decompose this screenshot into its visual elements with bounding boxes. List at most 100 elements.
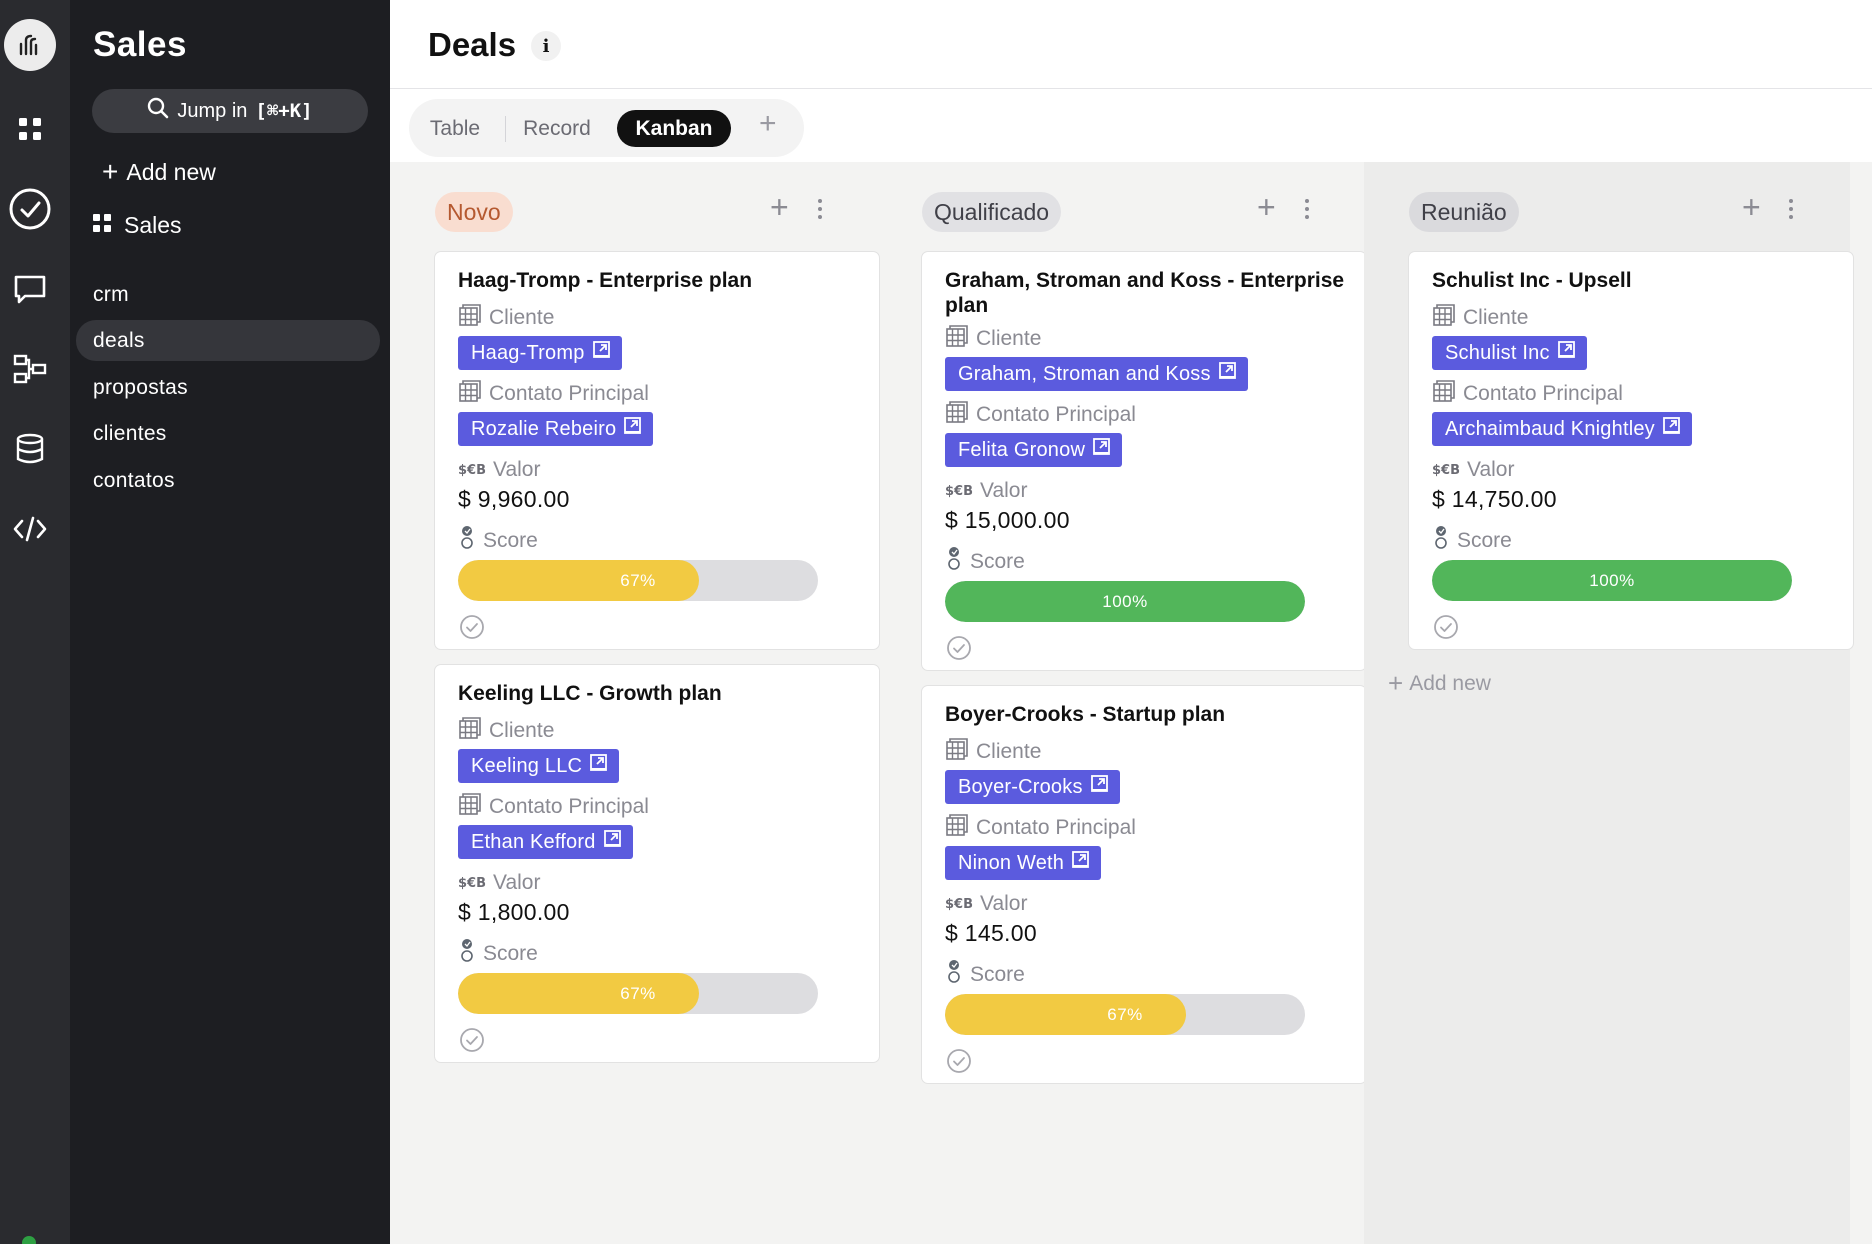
column-header: Novo + bbox=[390, 189, 876, 232]
add-new-button[interactable]: + Add new bbox=[102, 158, 216, 186]
add-card-button[interactable]: + bbox=[1742, 189, 1761, 225]
contato-link-tag[interactable]: Ninon Weth bbox=[945, 846, 1102, 880]
external-link-icon bbox=[592, 336, 612, 370]
cliente-label-text: Cliente bbox=[976, 327, 1042, 350]
column-status-pill: Reunião bbox=[1409, 192, 1519, 232]
tab-kanban[interactable]: Kanban bbox=[617, 110, 731, 147]
mark-done-check-icon[interactable] bbox=[946, 635, 972, 661]
add-view-button[interactable]: + bbox=[759, 107, 777, 140]
valor-amount: $ 9,960.00 bbox=[458, 486, 570, 512]
cliente-label-text: Cliente bbox=[1463, 306, 1529, 329]
score-label-text: Score bbox=[483, 942, 538, 965]
score-percent: 67% bbox=[620, 983, 656, 1003]
logo-icon[interactable] bbox=[4, 19, 56, 71]
add-card-button[interactable]: + bbox=[770, 189, 789, 225]
valor-label-text: Valor bbox=[493, 458, 541, 481]
kanban-board: Novo + Haag-Tromp - Enterprise plan Cliente… bbox=[390, 162, 1872, 1244]
sidebar-item-crm[interactable]: crm bbox=[93, 282, 129, 306]
jump-label: Jump in bbox=[177, 99, 248, 122]
workflow-icon[interactable] bbox=[6, 345, 54, 393]
sidebar: Sales Jump in [⌘+K] + Add new Sales crm … bbox=[70, 0, 390, 1244]
contato-name: Ethan Kefford bbox=[471, 831, 596, 853]
cliente-link-tag[interactable]: Keeling LLC bbox=[458, 749, 620, 783]
external-link-icon bbox=[589, 749, 609, 783]
contato-link-tag[interactable]: Felita Gronow bbox=[945, 433, 1123, 467]
mark-done-check-icon[interactable] bbox=[459, 1027, 485, 1053]
cliente-link-tag[interactable]: Haag-Tromp bbox=[458, 336, 622, 370]
add-card-button[interactable]: + bbox=[1257, 189, 1276, 225]
score-progress-bar: 100% bbox=[945, 581, 1305, 622]
contato-link-tag[interactable]: Rozalie Rebeiro bbox=[458, 412, 654, 446]
cliente-label: Cliente bbox=[1432, 304, 1528, 332]
mark-done-check-icon[interactable] bbox=[459, 614, 485, 640]
valor-amount: $ 14,750.00 bbox=[1432, 486, 1557, 512]
deal-card[interactable]: Haag-Tromp - Enterprise plan Cliente Haag-… bbox=[434, 251, 880, 650]
cliente-link-tag[interactable]: Boyer-Crooks bbox=[945, 770, 1120, 804]
card-title: Graham, Stroman and Koss - Enterprise pl… bbox=[945, 269, 1345, 317]
score-percent: 67% bbox=[620, 570, 656, 590]
sidebar-item-deals[interactable]: deals bbox=[76, 320, 380, 361]
contato-label-text: Contato Principal bbox=[489, 382, 649, 405]
apps-grid-icon[interactable] bbox=[6, 105, 54, 153]
sidebar-group-sales[interactable]: Sales bbox=[92, 212, 182, 239]
sidebar-item-clientes[interactable]: clientes bbox=[93, 421, 167, 445]
cliente-label: Cliente bbox=[945, 325, 1041, 353]
column-status-pill: Qualificado bbox=[922, 192, 1062, 232]
contato-label: Contato Principal bbox=[458, 380, 649, 408]
currency-icon: $€B bbox=[945, 483, 973, 499]
column-status-pill: Novo bbox=[435, 192, 513, 232]
valor-amount: $ 145.00 bbox=[945, 920, 1037, 946]
column-header: Qualificado + bbox=[877, 189, 1363, 232]
cliente-label-text: Cliente bbox=[489, 306, 555, 329]
score-progress-bar: 67% bbox=[945, 994, 1305, 1035]
table-grid-icon bbox=[945, 400, 969, 430]
tab-divider bbox=[505, 116, 506, 142]
code-icon[interactable] bbox=[6, 505, 54, 553]
score-label: Score bbox=[945, 960, 1025, 989]
tasks-check-icon[interactable] bbox=[6, 185, 54, 233]
column-menu-icon[interactable] bbox=[1786, 195, 1796, 225]
contato-name: Felita Gronow bbox=[958, 439, 1086, 461]
mark-done-check-icon[interactable] bbox=[1433, 614, 1459, 640]
cliente-label: Cliente bbox=[945, 738, 1041, 766]
cliente-link-tag[interactable]: Graham, Stroman and Koss bbox=[945, 357, 1248, 391]
jump-search-button[interactable]: Jump in [⌘+K] bbox=[92, 89, 368, 133]
score-icon bbox=[458, 524, 476, 558]
cliente-name: Haag-Tromp bbox=[471, 342, 585, 364]
deal-card[interactable]: Schulist Inc - Upsell Cliente Schulist Inc… bbox=[1408, 251, 1854, 650]
contato-link-tag[interactable]: Ethan Kefford bbox=[458, 825, 633, 859]
card-title: Haag-Tromp - Enterprise plan bbox=[458, 269, 753, 292]
sidebar-item-propostas[interactable]: propostas bbox=[93, 375, 188, 399]
tab-record[interactable]: Record bbox=[523, 117, 591, 140]
external-link-icon bbox=[1071, 846, 1091, 880]
deal-card[interactable]: Graham, Stroman and Koss - Enterprise pl… bbox=[921, 251, 1367, 671]
mark-done-check-icon[interactable] bbox=[946, 1048, 972, 1074]
cliente-name: Graham, Stroman and Koss bbox=[958, 363, 1211, 385]
table-grid-icon bbox=[945, 324, 969, 354]
jump-shortcut: [⌘+K] bbox=[255, 100, 313, 122]
kanban-column: Reunião + Schulist Inc - Upsell Cliente Schu… bbox=[1364, 162, 1854, 1244]
sidebar-item-contatos[interactable]: contatos bbox=[93, 468, 175, 492]
deal-card[interactable]: Keeling LLC - Growth plan Cliente Keeling … bbox=[434, 664, 880, 1063]
column-menu-icon[interactable] bbox=[815, 195, 825, 225]
column-menu-icon[interactable] bbox=[1302, 195, 1312, 225]
chat-icon[interactable] bbox=[6, 266, 54, 314]
tab-table[interactable]: Table bbox=[429, 117, 481, 140]
table-grid-icon bbox=[458, 379, 482, 409]
score-icon bbox=[1432, 524, 1450, 558]
score-percent: 100% bbox=[1589, 570, 1635, 590]
deal-card[interactable]: Boyer-Crooks - Startup plan Cliente Boyer-… bbox=[921, 685, 1367, 1084]
valor-label: $€B Valor bbox=[945, 890, 1027, 918]
info-icon[interactable]: i bbox=[531, 31, 561, 61]
database-icon[interactable] bbox=[6, 425, 54, 473]
score-label: Score bbox=[458, 524, 538, 558]
add-new-label: Add new bbox=[1409, 671, 1491, 695]
score-progress-bar: 67% bbox=[458, 560, 818, 601]
score-progress-fill bbox=[945, 581, 1305, 622]
score-label: Score bbox=[458, 937, 538, 971]
contato-link-tag[interactable]: Archaimbaud Knightley bbox=[1432, 412, 1692, 446]
score-icon bbox=[458, 937, 476, 971]
column-add-new-button[interactable]: + Add new bbox=[1388, 668, 1491, 699]
cliente-link-tag[interactable]: Schulist Inc bbox=[1432, 336, 1587, 370]
external-link-icon bbox=[1662, 412, 1682, 446]
